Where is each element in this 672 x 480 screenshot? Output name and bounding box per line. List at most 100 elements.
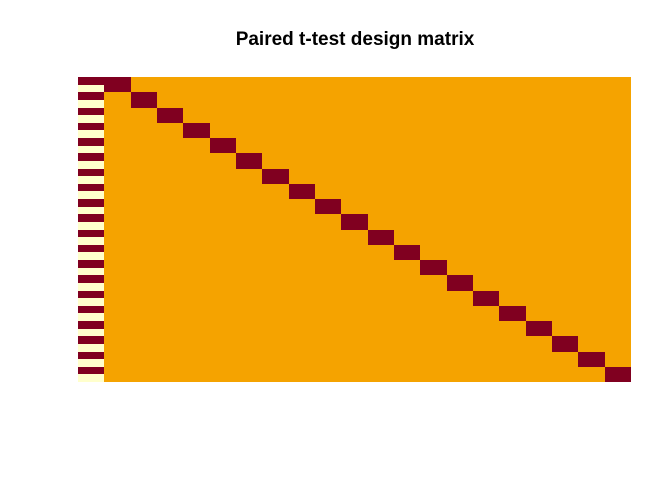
heatmap-cell-pair_18-row-39 <box>552 367 578 374</box>
heatmap-cell-pair_18-row-34 <box>552 329 578 336</box>
heatmap-cell-pair_8-row-4 <box>289 100 315 108</box>
heatmap-cell-pair_1-row-19 <box>104 214 131 222</box>
heatmap-cell-pair_3-row-30 <box>157 298 183 306</box>
heatmap-cell-pair_1-row-14 <box>104 176 131 184</box>
heatmap-cell-pair_20-row-14 <box>605 176 631 184</box>
heatmap-cell-pair_3-row-32 <box>157 313 183 321</box>
heatmap-cell-pair_4-row-35 <box>183 336 210 344</box>
heatmap-cell-pair_1-row-23 <box>104 245 131 252</box>
heatmap-cell-pair_4-row-8 <box>183 130 210 138</box>
heatmap-cell-pair_12-row-37 <box>394 352 420 359</box>
heatmap-cell-pair_16-row-36 <box>499 344 526 352</box>
heatmap-cell-pair_9-row-37 <box>315 352 341 359</box>
heatmap-cell-pair_20-row-37 <box>605 352 631 359</box>
heatmap-cell-pair_15-row-6 <box>473 115 499 123</box>
heatmap-cell-pair_20-row-25 <box>605 260 631 268</box>
heatmap-cell-pair_1-row-37 <box>104 352 131 359</box>
heatmap-cell-pair_14-row-19 <box>447 214 473 222</box>
heatmap-cell-pair_14-row-13 <box>447 169 473 176</box>
heatmap-cell-pair_18-row-10 <box>552 146 578 153</box>
heatmap-cell-pair_4-row-4 <box>183 100 210 108</box>
heatmap-cell-pair_5-row-14 <box>210 176 236 184</box>
heatmap-cell-pair_4-row-27 <box>183 275 210 283</box>
heatmap-cell-pair_15-row-26 <box>473 268 499 275</box>
heatmap-cell-pair_14-row-4 <box>447 100 473 108</box>
heatmap-cell-pair_16-row-35 <box>499 336 526 344</box>
heatmap-cell-pair_13-row-23 <box>420 245 447 252</box>
heatmap-cell-pair_8-row-35 <box>289 336 315 344</box>
heatmap-cell-pair_15-row-40 <box>473 374 499 382</box>
heatmap-cell-pair_10-row-23 <box>341 245 368 252</box>
heatmap-cell-intercept-row-28 <box>78 283 104 291</box>
heatmap-cell-pair_19-row-24 <box>578 252 605 260</box>
heatmap-cell-pair_12-row-32 <box>394 313 420 321</box>
heatmap-cell-pair_10-row-10 <box>341 146 368 153</box>
heatmap-cell-pair_3-row-24 <box>157 252 183 260</box>
heatmap-cell-pair_15-row-2 <box>473 85 499 92</box>
heatmap-cell-pair_2-row-14 <box>131 176 157 184</box>
heatmap-cell-pair_18-row-35 <box>552 336 578 344</box>
heatmap-cell-pair_4-row-20 <box>183 222 210 230</box>
heatmap-cell-pair_4-row-16 <box>183 191 210 199</box>
heatmap-cell-pair_9-row-28 <box>315 283 341 291</box>
heatmap-cell-pair_3-row-22 <box>157 237 183 245</box>
heatmap-cell-pair_14-row-34 <box>447 329 473 336</box>
heatmap-cell-pair_12-row-13 <box>394 169 420 176</box>
heatmap-cell-pair_10-row-34 <box>341 329 368 336</box>
heatmap-cell-pair_19-row-15 <box>578 184 605 191</box>
heatmap-cell-pair_14-row-21 <box>447 230 473 237</box>
heatmap-cell-pair_16-row-8 <box>499 130 526 138</box>
heatmap-cell-pair_16-row-5 <box>499 108 526 115</box>
heatmap-cell-pair_2-row-32 <box>131 313 157 321</box>
heatmap-cell-pair_5-row-21 <box>210 230 236 237</box>
heatmap-cell-pair_9-row-29 <box>315 291 341 298</box>
heatmap-cell-pair_4-row-28 <box>183 283 210 291</box>
heatmap-cell-pair_14-row-22 <box>447 237 473 245</box>
heatmap-cell-pair_15-row-11 <box>473 153 499 161</box>
heatmap-cell-pair_6-row-1 <box>236 77 262 85</box>
heatmap-cell-pair_3-row-31 <box>157 306 183 313</box>
heatmap-cell-pair_14-row-18 <box>447 207 473 214</box>
heatmap-cell-pair_12-row-11 <box>394 153 420 161</box>
heatmap-cell-intercept-row-11 <box>78 153 104 161</box>
heatmap-cell-pair_1-row-39 <box>104 367 131 374</box>
heatmap-cell-pair_7-row-4 <box>262 100 289 108</box>
heatmap-cell-pair_4-row-13 <box>183 169 210 176</box>
heatmap-cell-pair_3-row-7 <box>157 123 183 130</box>
heatmap-cell-pair_13-row-16 <box>420 191 447 199</box>
heatmap-cell-pair_19-row-26 <box>578 268 605 275</box>
heatmap-cell-pair_17-row-6 <box>526 115 552 123</box>
heatmap-cell-pair_8-row-15 <box>289 184 315 191</box>
heatmap-cell-pair_1-row-12 <box>104 161 131 169</box>
heatmap-cell-pair_3-row-38 <box>157 359 183 367</box>
heatmap-cell-pair_18-row-29 <box>552 291 578 298</box>
heatmap-cell-pair_17-row-1 <box>526 77 552 85</box>
heatmap-cell-pair_8-row-7 <box>289 123 315 130</box>
heatmap-cell-pair_14-row-10 <box>447 146 473 153</box>
heatmap-cell-pair_14-row-25 <box>447 260 473 268</box>
heatmap-cell-pair_10-row-13 <box>341 169 368 176</box>
heatmap-cell-pair_19-row-14 <box>578 176 605 184</box>
heatmap-cell-pair_5-row-23 <box>210 245 236 252</box>
heatmap-cell-pair_18-row-11 <box>552 153 578 161</box>
heatmap-cell-pair_20-row-17 <box>605 199 631 207</box>
heatmap-cell-intercept-row-17 <box>78 199 104 207</box>
heatmap-cell-pair_17-row-7 <box>526 123 552 130</box>
heatmap-cell-pair_19-row-10 <box>578 146 605 153</box>
heatmap-cell-pair_11-row-26 <box>368 268 394 275</box>
heatmap-cell-intercept-row-10 <box>78 146 104 153</box>
heatmap-cell-pair_16-row-14 <box>499 176 526 184</box>
heatmap-cell-pair_1-row-16 <box>104 191 131 199</box>
heatmap-cell-pair_18-row-28 <box>552 283 578 291</box>
heatmap-cell-pair_16-row-19 <box>499 214 526 222</box>
heatmap-cell-pair_16-row-16 <box>499 191 526 199</box>
heatmap-cell-pair_15-row-17 <box>473 199 499 207</box>
heatmap-cell-pair_18-row-6 <box>552 115 578 123</box>
heatmap-cell-pair_17-row-33 <box>526 321 552 329</box>
heatmap-cell-pair_18-row-24 <box>552 252 578 260</box>
heatmap-cell-pair_2-row-31 <box>131 306 157 313</box>
heatmap-cell-pair_2-row-34 <box>131 329 157 336</box>
heatmap-cell-pair_18-row-8 <box>552 130 578 138</box>
heatmap-cell-pair_18-row-32 <box>552 313 578 321</box>
heatmap-cell-pair_9-row-15 <box>315 184 341 191</box>
